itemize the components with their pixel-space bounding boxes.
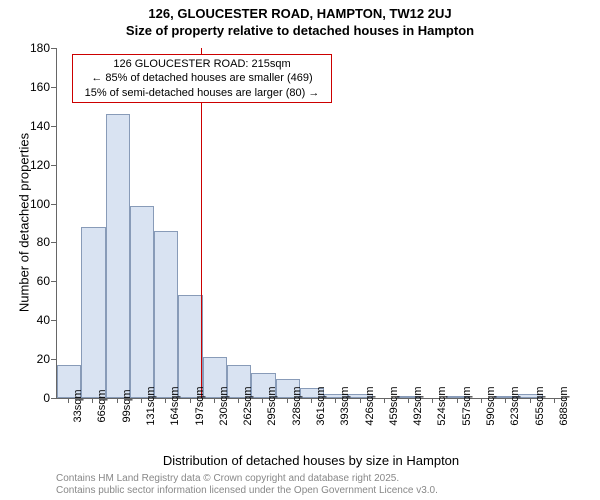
y-tick-mark [51, 242, 56, 243]
x-tick-label: 655sqm [534, 386, 546, 425]
x-tick-label: 623sqm [509, 386, 521, 425]
y-tick-mark [51, 48, 56, 49]
x-tick-mark [360, 398, 361, 403]
y-tick-mark [51, 87, 56, 88]
x-tick-label: 557sqm [461, 386, 473, 425]
y-tick-mark [51, 165, 56, 166]
x-tick-mark [384, 398, 385, 403]
x-tick-mark [335, 398, 336, 403]
x-tick-label: 262sqm [242, 386, 254, 425]
x-tick-label: 328sqm [291, 386, 303, 425]
x-tick-mark [432, 398, 433, 403]
x-tick-mark [214, 398, 215, 403]
x-tick-mark [505, 398, 506, 403]
x-tick-mark [141, 398, 142, 403]
y-tick-label: 120 [24, 158, 50, 172]
y-tick-label: 140 [24, 119, 50, 133]
x-tick-mark [190, 398, 191, 403]
x-tick-label: 66sqm [96, 389, 108, 422]
y-tick-mark [51, 204, 56, 205]
y-tick-label: 180 [24, 41, 50, 55]
x-tick-mark [311, 398, 312, 403]
x-tick-mark [554, 398, 555, 403]
histogram-bar [154, 231, 178, 398]
x-tick-mark [530, 398, 531, 403]
y-tick-mark [51, 398, 56, 399]
x-tick-label: 99sqm [121, 389, 133, 422]
x-tick-label: 524sqm [436, 386, 448, 425]
x-tick-label: 590sqm [485, 386, 497, 425]
x-tick-label: 361sqm [315, 386, 327, 425]
title-main: 126, GLOUCESTER ROAD, HAMPTON, TW12 2UJ [0, 0, 600, 21]
y-tick-label: 160 [24, 80, 50, 94]
histogram-bar [106, 114, 130, 398]
x-axis-label: Distribution of detached houses by size … [56, 453, 566, 468]
x-tick-mark [481, 398, 482, 403]
y-tick-label: 20 [24, 352, 50, 366]
x-tick-mark [262, 398, 263, 403]
x-tick-label: 164sqm [169, 386, 181, 425]
x-tick-label: 393sqm [339, 386, 351, 425]
histogram-bar [81, 227, 105, 398]
x-tick-label: 230sqm [218, 386, 230, 425]
x-tick-mark [457, 398, 458, 403]
x-tick-label: 197sqm [194, 386, 206, 425]
y-tick-mark [51, 281, 56, 282]
chart-container: 126, GLOUCESTER ROAD, HAMPTON, TW12 2UJ … [0, 0, 600, 500]
x-tick-label: 295sqm [266, 386, 278, 425]
x-tick-mark [117, 398, 118, 403]
histogram-bar [178, 295, 202, 398]
y-tick-label: 40 [24, 313, 50, 327]
y-tick-mark [51, 320, 56, 321]
x-tick-mark [165, 398, 166, 403]
y-axis-label: Number of detached properties [17, 123, 32, 323]
x-tick-mark [92, 398, 93, 403]
y-tick-mark [51, 126, 56, 127]
x-tick-label: 492sqm [412, 386, 424, 425]
footer-copyright-1: Contains HM Land Registry data © Crown c… [56, 473, 399, 484]
footer-copyright-2: Contains public sector information licen… [56, 485, 438, 496]
y-tick-label: 60 [24, 274, 50, 288]
histogram-bar [130, 206, 154, 399]
annotation-line: 126 GLOUCESTER ROAD: 215sqm [77, 57, 327, 71]
x-tick-mark [408, 398, 409, 403]
annotation-box: 126 GLOUCESTER ROAD: 215sqm← 85% of deta… [72, 54, 332, 103]
x-tick-label: 426sqm [364, 386, 376, 425]
annotation-line: 15% of semi-detached houses are larger (… [77, 86, 327, 100]
title-sub: Size of property relative to detached ho… [0, 21, 600, 38]
x-tick-label: 131sqm [145, 386, 157, 425]
x-tick-label: 33sqm [72, 389, 84, 422]
x-tick-label: 688sqm [558, 386, 570, 425]
x-tick-mark [287, 398, 288, 403]
y-tick-label: 80 [24, 235, 50, 249]
x-tick-mark [68, 398, 69, 403]
x-tick-mark [238, 398, 239, 403]
y-tick-label: 100 [24, 197, 50, 211]
annotation-line: ← 85% of detached houses are smaller (46… [77, 71, 327, 85]
y-tick-label: 0 [24, 391, 50, 405]
y-tick-mark [51, 359, 56, 360]
x-tick-label: 459sqm [388, 386, 400, 425]
